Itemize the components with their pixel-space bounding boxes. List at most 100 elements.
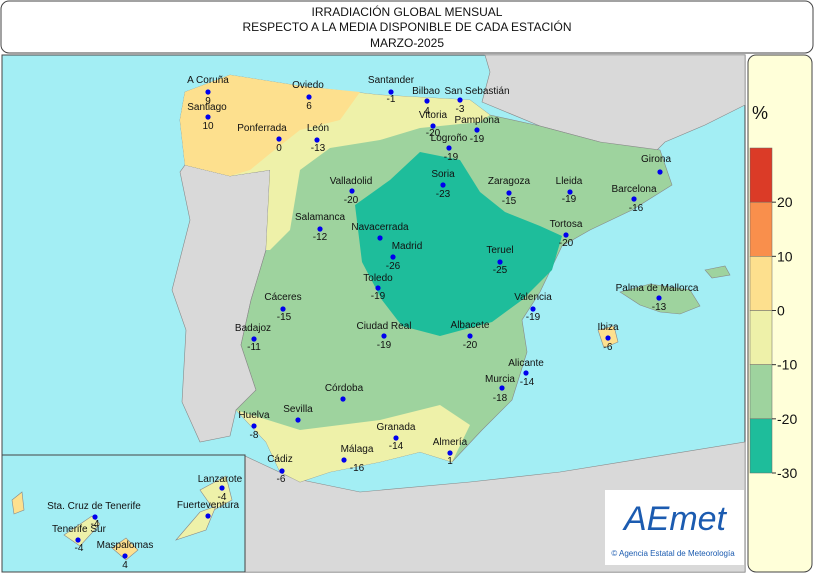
station-dot <box>440 182 446 188</box>
station-value: 9 <box>205 96 211 107</box>
station-name: San Sebastián <box>444 86 509 97</box>
station-dot <box>340 396 346 402</box>
station-dot <box>375 285 381 291</box>
station-value: -19 <box>470 134 485 145</box>
station-value: -4 <box>75 543 84 554</box>
lanzarote-island <box>199 475 233 511</box>
legend-band <box>749 147 773 203</box>
legend-scale: 20 10 0 -10 -20 -30 <box>749 147 797 481</box>
station-value: 10 <box>202 121 214 132</box>
title-box <box>0 0 814 54</box>
station-name: Toledo <box>363 273 393 284</box>
station-value: -20 <box>463 340 478 351</box>
station-dot <box>657 169 663 175</box>
station-name: A Coruña <box>187 75 229 86</box>
station-name: Tortosa <box>550 219 583 230</box>
station-dot <box>424 98 430 104</box>
subtitle: RESPECTO A LA MEDIA DISPONIBLE DE CADA E… <box>243 19 572 34</box>
station-name: León <box>307 123 329 134</box>
station-dot <box>499 385 505 391</box>
station-dot <box>506 190 512 196</box>
station-name: Santiago <box>187 102 227 113</box>
legend-tick-label: 10 <box>777 248 793 264</box>
gran-canaria-island <box>111 537 139 561</box>
legend-band <box>749 310 773 365</box>
station-dot <box>122 553 128 559</box>
station-name: Alicante <box>508 358 544 369</box>
station-dot <box>605 335 611 341</box>
station-name: Valencia <box>514 292 552 303</box>
tenerife-island <box>63 515 101 547</box>
la-palma-island <box>11 491 25 515</box>
station-dot <box>92 514 98 520</box>
station-name: Soria <box>431 169 455 180</box>
station-dot <box>205 513 211 519</box>
station-dot <box>341 457 347 463</box>
station-dot <box>279 468 285 474</box>
station-dot <box>523 370 529 376</box>
station-value: -6 <box>277 474 286 485</box>
legend-band <box>749 256 773 311</box>
station-dot <box>251 423 257 429</box>
station-name: Lanzarote <box>198 474 243 485</box>
station-name: Ciudad Real <box>356 321 411 332</box>
station-dot <box>280 306 286 312</box>
legend-tick-label: -30 <box>777 465 797 481</box>
station-dot <box>457 97 463 103</box>
station-value: -15 <box>502 196 517 207</box>
core-zone <box>355 152 562 336</box>
station-dot <box>205 89 211 95</box>
station-value: -16 <box>629 203 644 214</box>
station-value: 0 <box>276 143 282 154</box>
station-dot <box>276 136 282 142</box>
station-name: Maspalomas <box>97 540 154 551</box>
legend-tick-label: -20 <box>777 411 797 427</box>
station-value: -19 <box>562 194 577 205</box>
station-name: Fuerteventura <box>177 500 240 511</box>
station-dot <box>447 450 453 456</box>
station-value: -8 <box>250 430 259 441</box>
station-name: Oviedo <box>292 80 324 91</box>
station-name: Palma de Mallorca <box>616 283 699 294</box>
station-dot <box>567 189 573 195</box>
date: MARZO-2025 <box>370 36 444 50</box>
station-dot <box>219 485 225 491</box>
station-name: Valladolid <box>330 176 373 187</box>
station-value: -15 <box>277 312 292 323</box>
station-value: -14 <box>389 441 404 452</box>
station-name: Sta. Cruz de Tenerife <box>47 501 141 512</box>
station-name: Teruel <box>486 245 513 256</box>
station-name: Sevilla <box>283 404 313 415</box>
station-dot <box>563 232 569 238</box>
station-name: Granada <box>377 422 416 433</box>
station-value: 4 <box>122 560 128 571</box>
station-name: Málaga <box>341 444 374 455</box>
station-name: Ibiza <box>597 322 619 333</box>
station-dot <box>393 435 399 441</box>
legend-tick-label: 20 <box>777 194 793 210</box>
station-dot <box>656 295 662 301</box>
station-value: -11 <box>247 342 261 353</box>
logo-name: AEmet <box>622 500 728 538</box>
legend-tick-label: 0 <box>777 303 785 319</box>
station-value: -19 <box>444 152 459 163</box>
station-name: Bilbao <box>412 86 440 97</box>
station-dot <box>467 333 473 339</box>
logo-box <box>605 490 744 565</box>
station-name: Navacerrada <box>351 222 409 233</box>
station-value: -19 <box>377 340 392 351</box>
station-value: -20 <box>344 195 359 206</box>
station-dot <box>317 226 323 232</box>
station-name: Pamplona <box>454 115 499 126</box>
legend-tick-label: -10 <box>777 357 797 373</box>
station-dot <box>446 145 452 151</box>
station-name: Zaragoza <box>488 176 531 187</box>
station-dot <box>295 417 301 423</box>
station-value: -4 <box>91 519 100 530</box>
station-name: Badajoz <box>235 323 271 334</box>
northwest-zone <box>180 75 360 176</box>
station-value: 6 <box>306 101 312 112</box>
station-dot <box>474 127 480 133</box>
station-value: -19 <box>526 312 541 323</box>
